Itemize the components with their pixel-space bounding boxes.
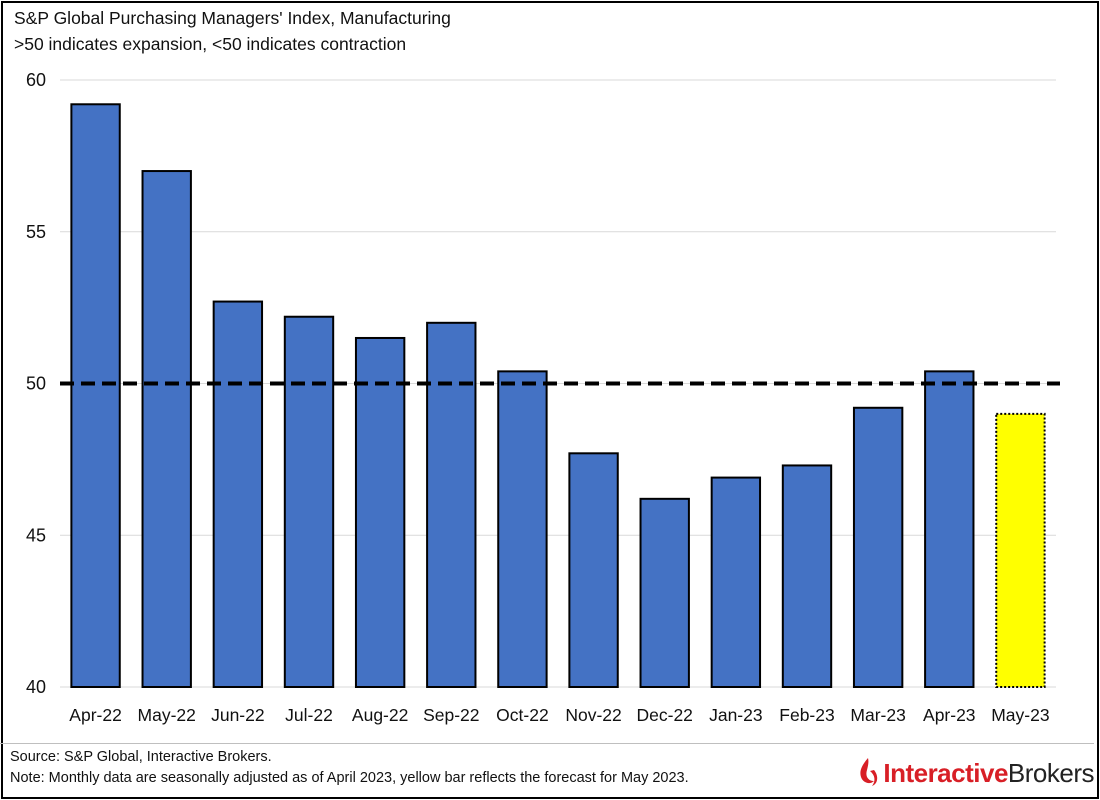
- x-tick-label-Mar-23: Mar-23: [850, 705, 905, 725]
- x-tick-label-Jan-23: Jan-23: [709, 705, 763, 725]
- bar-chart: 40 45 50 55 60 Apr-22 May-22 Jun-22 Jul-22 Aug-22…: [26, 70, 1060, 725]
- x-tick-label-Apr-22: Apr-22: [69, 705, 122, 725]
- bar-Apr-22: [70, 103, 121, 688]
- x-tick-label-Feb-23: Feb-23: [779, 705, 834, 725]
- bar-Jul-22: [283, 315, 335, 688]
- x-tick-label-Nov-22: Nov-22: [565, 705, 621, 725]
- bar-Oct-22: [497, 370, 548, 688]
- bar-Jan-23: [710, 476, 762, 688]
- interactive-brokers-logo: InteractiveBrokers: [856, 756, 1095, 790]
- logo-text-brokers: Brokers: [1007, 758, 1095, 788]
- footer-divider: [0, 743, 1094, 744]
- brokers-flame-icon: [860, 758, 878, 786]
- y-tick-label-40: 40: [26, 677, 46, 697]
- y-tick-label-55: 55: [26, 222, 46, 242]
- bar-Aug-22: [354, 336, 406, 688]
- chart-subtitle: >50 indicates expansion, <50 indicates c…: [14, 34, 407, 54]
- logo-text-interactive: Interactive: [883, 758, 1008, 788]
- bar-May-22: [141, 170, 192, 689]
- x-tick-label-Aug-22: Aug-22: [352, 705, 408, 725]
- x-tick-label-Dec-22: Dec-22: [637, 705, 693, 725]
- x-tick-label-Apr-23: Apr-23: [923, 705, 976, 725]
- x-tick-label-Jul-22: Jul-22: [285, 705, 333, 725]
- x-tick-label-May-22: May-22: [138, 705, 196, 725]
- x-tick-label-Sep-22: Sep-22: [423, 705, 479, 725]
- bar-Feb-23: [781, 464, 833, 688]
- x-tick-label-Oct-22: Oct-22: [496, 705, 549, 725]
- x-tick-label-May-23: May-23: [991, 705, 1049, 725]
- source-text: Source: S&P Global, Interactive Brokers.: [10, 749, 272, 765]
- bar-Dec-22: [639, 497, 690, 688]
- y-tick-label-45: 45: [26, 525, 46, 545]
- y-tick-label-50: 50: [26, 374, 46, 394]
- x-tick-label-Jun-22: Jun-22: [211, 705, 265, 725]
- y-tick-label-60: 60: [26, 70, 46, 90]
- forecast-bar-May-23: [995, 412, 1046, 688]
- bar-Nov-22: [568, 452, 619, 688]
- bar-Jun-22: [212, 300, 264, 688]
- bar-Apr-23: [924, 370, 975, 688]
- chart-title: S&P Global Purchasing Managers' Index, M…: [14, 8, 451, 28]
- bar-Sep-22: [426, 321, 477, 688]
- note-text: Note: Monthly data are seasonally adjust…: [10, 770, 689, 786]
- bar-Mar-23: [852, 406, 904, 688]
